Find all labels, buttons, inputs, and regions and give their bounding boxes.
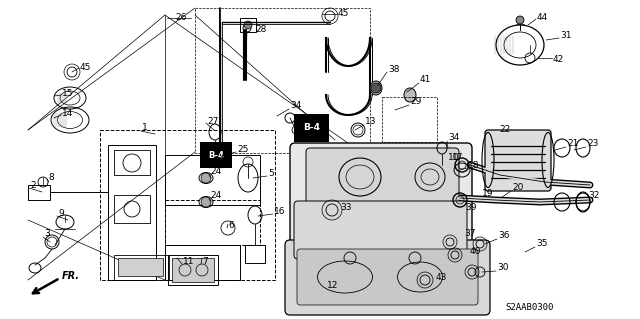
Text: 37: 37 (464, 229, 476, 239)
Text: 14: 14 (62, 108, 74, 117)
Circle shape (371, 83, 381, 93)
Text: 43: 43 (436, 273, 447, 283)
Text: 24: 24 (210, 167, 221, 176)
Text: 33: 33 (340, 203, 351, 211)
Text: 15: 15 (62, 88, 74, 98)
Bar (245, 245, 265, 263)
FancyBboxPatch shape (285, 240, 490, 315)
Text: 34: 34 (290, 101, 301, 110)
Bar (382, 97, 437, 142)
Bar (100, 130, 275, 280)
Bar (195, 8, 370, 153)
Text: 32: 32 (588, 191, 600, 201)
Text: 26: 26 (175, 13, 186, 23)
Text: B-4: B-4 (208, 151, 224, 160)
Bar (114, 255, 169, 280)
Text: 2: 2 (30, 181, 36, 189)
Text: 5: 5 (268, 168, 274, 177)
Text: B-4: B-4 (303, 123, 320, 132)
Text: 1: 1 (142, 123, 148, 132)
Ellipse shape (370, 81, 382, 95)
Text: 36: 36 (498, 232, 509, 241)
Text: 21: 21 (567, 139, 579, 149)
Text: 7: 7 (202, 256, 208, 265)
Text: FR.: FR. (62, 271, 80, 281)
Text: 38: 38 (388, 65, 399, 75)
Text: 16: 16 (274, 206, 285, 216)
FancyBboxPatch shape (294, 201, 467, 259)
Text: 8: 8 (48, 173, 54, 182)
Ellipse shape (404, 88, 416, 102)
Text: 34: 34 (448, 133, 460, 143)
Bar (108, 145, 156, 280)
Text: 11: 11 (183, 256, 195, 265)
Text: 4: 4 (219, 155, 225, 165)
Text: 31: 31 (560, 31, 572, 40)
Text: 22: 22 (499, 124, 510, 133)
FancyBboxPatch shape (290, 143, 472, 253)
FancyBboxPatch shape (485, 130, 551, 191)
Text: 18: 18 (468, 161, 479, 170)
Bar (114, 150, 150, 175)
Text: 25: 25 (237, 145, 248, 154)
Text: S2AAB0300: S2AAB0300 (505, 302, 554, 311)
Bar (168, 255, 218, 285)
Text: 17: 17 (452, 153, 463, 162)
Text: 6: 6 (228, 220, 234, 229)
Text: 9: 9 (58, 209, 64, 218)
Bar (28, 185, 50, 200)
Text: 12: 12 (327, 281, 339, 291)
Bar (172, 258, 214, 282)
Bar (114, 195, 150, 223)
Bar (165, 245, 240, 280)
Text: 13: 13 (365, 117, 376, 127)
Circle shape (244, 21, 252, 29)
Text: 20: 20 (512, 183, 524, 192)
Text: 19: 19 (482, 189, 493, 197)
Bar (240, 18, 256, 32)
Text: 23: 23 (587, 139, 598, 149)
Circle shape (201, 173, 211, 183)
Circle shape (516, 16, 524, 24)
Text: 29: 29 (410, 98, 421, 107)
FancyBboxPatch shape (297, 249, 478, 305)
Text: 3: 3 (44, 229, 50, 239)
Text: 24: 24 (210, 191, 221, 201)
Text: 42: 42 (553, 56, 564, 64)
Text: 40: 40 (470, 248, 481, 256)
Text: 45: 45 (338, 10, 349, 19)
Bar (165, 155, 260, 205)
Text: 45: 45 (80, 63, 92, 72)
Text: 39: 39 (465, 203, 477, 211)
Bar (208, 155, 224, 167)
Text: 30: 30 (497, 263, 509, 272)
FancyBboxPatch shape (306, 148, 459, 206)
Circle shape (201, 197, 211, 207)
Text: 35: 35 (536, 240, 547, 249)
Bar (165, 200, 260, 245)
Text: 27: 27 (207, 116, 218, 125)
Bar (118, 258, 163, 276)
Text: 28: 28 (255, 26, 266, 34)
Text: 44: 44 (537, 12, 548, 21)
Text: 41: 41 (420, 76, 431, 85)
Text: 10: 10 (448, 153, 460, 162)
